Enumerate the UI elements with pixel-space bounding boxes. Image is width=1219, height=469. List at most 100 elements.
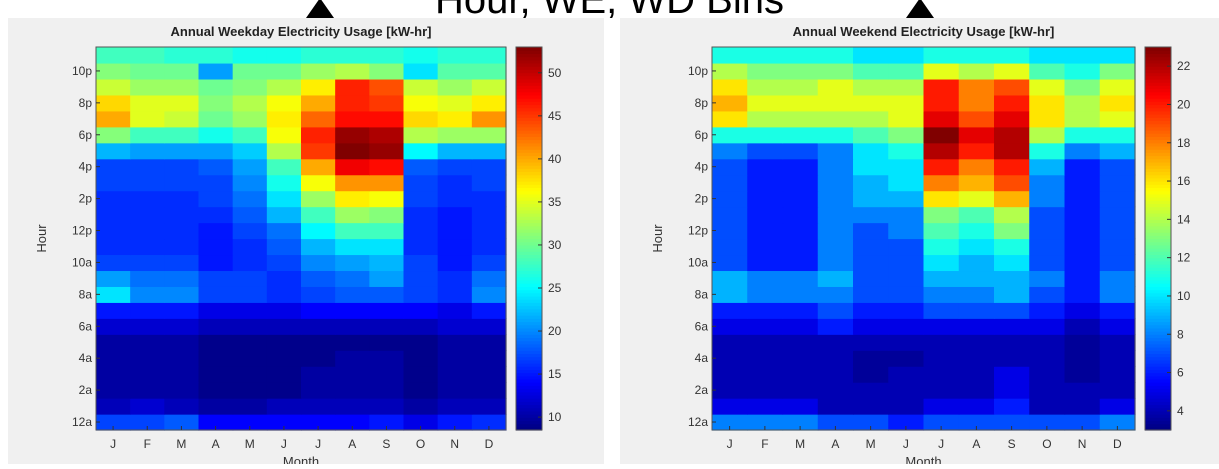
colorbar-segment: [516, 426, 542, 431]
heatmap-cell: [130, 254, 165, 272]
heatmap-cell: [369, 62, 405, 80]
heatmap-cell: [1099, 222, 1136, 240]
heatmap-cell: [369, 334, 405, 351]
y-tick-label: 6p: [79, 128, 93, 142]
heatmap-cell: [958, 78, 995, 96]
heatmap-cell: [232, 47, 268, 64]
heatmap-cell: [958, 334, 995, 351]
heatmap-cell: [1029, 142, 1066, 160]
heatmap-cell: [232, 382, 268, 399]
heatmap-cell: [130, 190, 165, 208]
colorbar-segment: [1145, 117, 1171, 122]
colorbar-segment: [516, 264, 542, 268]
heatmap-cell: [301, 334, 336, 351]
colorbar-segment: [516, 75, 542, 80]
colorbar-tick-label: 14: [1177, 212, 1191, 226]
heatmap-cell: [266, 270, 302, 287]
y-axis-label: Hour: [34, 224, 49, 253]
heatmap-cell: [1099, 366, 1136, 383]
heatmap-cell: [958, 270, 995, 287]
heatmap-cell: [198, 238, 234, 256]
colorbar-segment: [516, 91, 542, 96]
heatmap-cell: [369, 126, 405, 144]
heatmap-cell: [437, 334, 473, 351]
heatmap-cell: [301, 190, 336, 208]
x-tick-label: M: [245, 437, 255, 451]
heatmap-cell: [1099, 206, 1136, 224]
heatmap-cell: [164, 398, 200, 415]
heatmap-cell: [923, 398, 960, 415]
colorbar-segment: [1145, 353, 1171, 358]
heatmap-cell: [232, 110, 268, 128]
colorbar-segment: [1145, 91, 1171, 96]
heatmap-cell: [437, 318, 473, 335]
heatmap-cell: [1099, 350, 1136, 367]
heatmap-cell: [1029, 366, 1066, 383]
heatmap-cell: [335, 47, 370, 64]
colorbar-segment: [1145, 78, 1171, 83]
x-tick-label: O: [416, 437, 425, 451]
heatmap-cell: [1029, 222, 1066, 240]
heatmap-cell: [301, 206, 336, 224]
heatmap-cell: [817, 302, 854, 319]
colorbar-segment: [516, 155, 542, 160]
colorbar-segment: [1145, 177, 1171, 182]
x-tick-label: J: [938, 437, 944, 451]
heatmap-cell: [994, 174, 1030, 192]
heatmap-cell: [232, 78, 268, 96]
colorbar-segment: [516, 56, 542, 61]
heatmap-cell: [853, 318, 889, 335]
colorbar-segment: [516, 232, 542, 236]
heatmap-cell: [958, 318, 995, 335]
heatmap-cell: [1099, 254, 1136, 272]
heatmap-cell: [335, 238, 370, 256]
heatmap-cell: [1064, 382, 1101, 399]
heatmap-cell: [994, 398, 1030, 415]
heatmap-cell: [1029, 190, 1066, 208]
colorbar-segment: [1145, 244, 1171, 249]
heatmap-cell: [1029, 286, 1066, 303]
colorbar-segment: [1145, 407, 1171, 412]
heatmap-cell: [958, 47, 995, 64]
colorbar-segment: [516, 289, 542, 294]
heatmap-cell: [96, 78, 131, 96]
heatmap-cell: [1099, 126, 1136, 144]
heatmap-cell: [403, 222, 439, 240]
colorbar-segment: [516, 203, 542, 208]
colorbar-segment: [1145, 149, 1171, 153]
heatmap-cell: [96, 190, 131, 208]
heatmap-cell: [403, 318, 439, 335]
colorbar-segment: [1145, 423, 1171, 428]
heatmap-cell: [782, 110, 819, 128]
colorbar-segment: [1145, 232, 1171, 236]
heatmap-cell: [301, 78, 336, 96]
y-tick-label: 4p: [79, 160, 93, 174]
heatmap-cell: [1064, 47, 1101, 64]
heatmap-cell: [403, 270, 439, 287]
heatmap-cell: [164, 142, 200, 160]
heatmap-cell: [164, 62, 200, 80]
heatmap-cell: [301, 47, 336, 64]
heatmap-cell: [923, 286, 960, 303]
colorbar-segment: [1145, 123, 1171, 128]
colorbar-segment: [516, 187, 542, 192]
colorbar-segment: [1145, 181, 1171, 185]
colorbar-segment: [1145, 50, 1171, 54]
heatmap-cell: [471, 47, 507, 64]
colorbar-segment: [516, 114, 542, 118]
colorbar-segment: [1145, 311, 1171, 316]
heatmap-cell: [712, 318, 748, 335]
heatmap-cell: [437, 142, 473, 160]
colorbar-segment: [516, 270, 542, 275]
heatmap-cell: [817, 270, 854, 287]
y-tick-label: 4a: [79, 351, 93, 365]
colorbar-segment: [516, 98, 542, 102]
heatmap-cell: [958, 110, 995, 128]
heatmap-cell: [747, 270, 784, 287]
heatmap-cell: [164, 110, 200, 128]
heatmap-cell: [266, 302, 302, 319]
heatmap-cell: [130, 222, 165, 240]
colorbar-segment: [516, 168, 542, 173]
heatmap-cell: [198, 174, 234, 192]
heatmap-cell: [198, 398, 234, 415]
